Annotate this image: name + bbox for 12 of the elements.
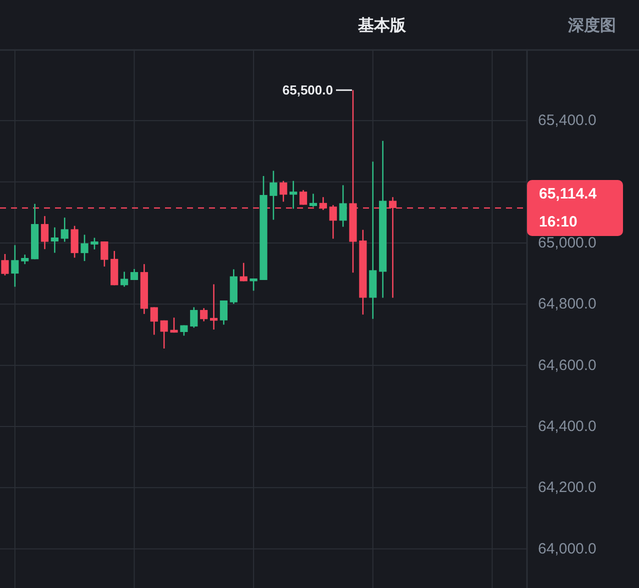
y-tick-label: 64,000.0 — [538, 540, 596, 558]
y-tick-label: 64,400.0 — [538, 418, 596, 436]
text: 基本版 — [357, 16, 407, 34]
y-tick-label: 64,200.0 — [538, 479, 596, 496]
y-tick-label: 65,400.0 — [538, 112, 596, 130]
y-tick-label: 64,600.0 — [538, 356, 596, 374]
ref-line-label: 65,114.4 — [539, 186, 598, 203]
text: 16:10 — [539, 214, 578, 231]
text: 深度图 — [567, 16, 616, 34]
y-tick-label: 65,000.0 — [538, 234, 596, 252]
annotation: 65,500.0 — [282, 82, 333, 98]
y-tick-label: 64,800.0 — [538, 296, 596, 313]
